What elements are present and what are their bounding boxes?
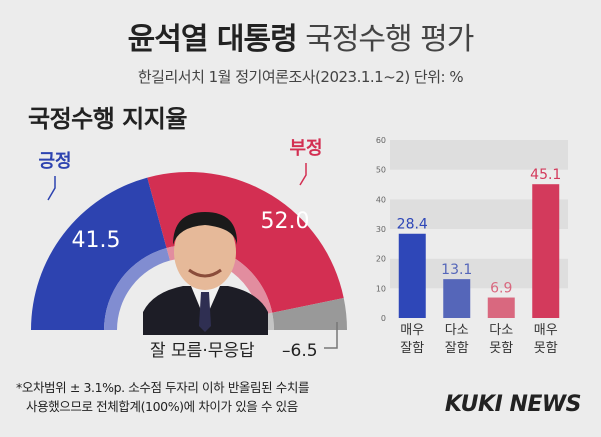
y-tick-label: 30 (376, 225, 386, 234)
bar-4 (532, 184, 560, 318)
president-photo (143, 212, 268, 335)
bar-category-label: 못함 (534, 341, 558, 356)
positive-slice (31, 177, 167, 330)
positive-category-label: 긍정 (38, 151, 71, 172)
y-tick-label: 0 (381, 314, 386, 323)
bar-value-label: 28.4 (397, 217, 428, 233)
bar-3 (487, 297, 515, 318)
bar-value-label: 6.9 (490, 281, 512, 297)
bar-category-label: 잘함 (445, 341, 469, 356)
footnote-line-1: *오차범위 ± 3.1%p. 소수점 두자리 이하 반올림된 수치를 (16, 380, 310, 395)
bar-value-label: 13.1 (441, 262, 472, 278)
y-tick-label: 50 (376, 166, 386, 175)
chart-title: 윤석열 대통령 국정수행 평가 (0, 14, 601, 58)
title-light: 국정수행 평가 (305, 22, 474, 57)
bar-category-label: 다소 (445, 323, 469, 338)
y-tick-label: 60 (376, 136, 386, 145)
negative-category-label: 부정 (289, 138, 322, 159)
y-tick-label: 20 (376, 255, 386, 264)
positive-slice-inner-ring (104, 248, 171, 330)
unknown-slice (272, 297, 347, 330)
unknown-leader-line (324, 322, 338, 349)
footnote: *오차범위 ± 3.1%p. 소수점 두자리 이하 반올림된 수치를 사용했으므… (16, 378, 310, 416)
footnote-line-2: 사용했으므로 전체합계(100%)에 차이가 있을 수 있음 (26, 399, 298, 414)
bar-category-label: 잘함 (400, 341, 424, 356)
unknown-category-label: 잘 모름·무응답 (150, 341, 255, 361)
bar-category-label: 매우 (534, 323, 558, 338)
title-strong: 윤석열 대통령 (127, 22, 298, 57)
negative-leader-line (299, 163, 307, 186)
positive-leader-line (47, 176, 56, 201)
positive-value-label: 41.5 (72, 228, 121, 253)
kuki-news-logo: KUKI NEWS (444, 392, 582, 417)
negative-slice (147, 172, 344, 313)
bar-category-label: 못함 (489, 341, 513, 356)
y-tick-label: 40 (376, 195, 386, 204)
bar-2 (443, 279, 471, 318)
grid-band (390, 140, 568, 170)
chart-subtitle: 한길리서치 1월 정기여론조사(2023.1.1~2) 단위: % (137, 68, 464, 86)
unknown-value-label: –6.5 (282, 341, 318, 361)
y-tick-label: 10 (376, 284, 386, 293)
bar-category-label: 매우 (400, 323, 424, 338)
negative-value-label: 52.0 (261, 209, 310, 234)
bar-value-label: 45.1 (530, 167, 561, 183)
semi-donut-title: 국정수행 지지율 (28, 105, 187, 133)
bar-category-label: 다소 (489, 323, 513, 338)
bar-1 (398, 233, 426, 318)
